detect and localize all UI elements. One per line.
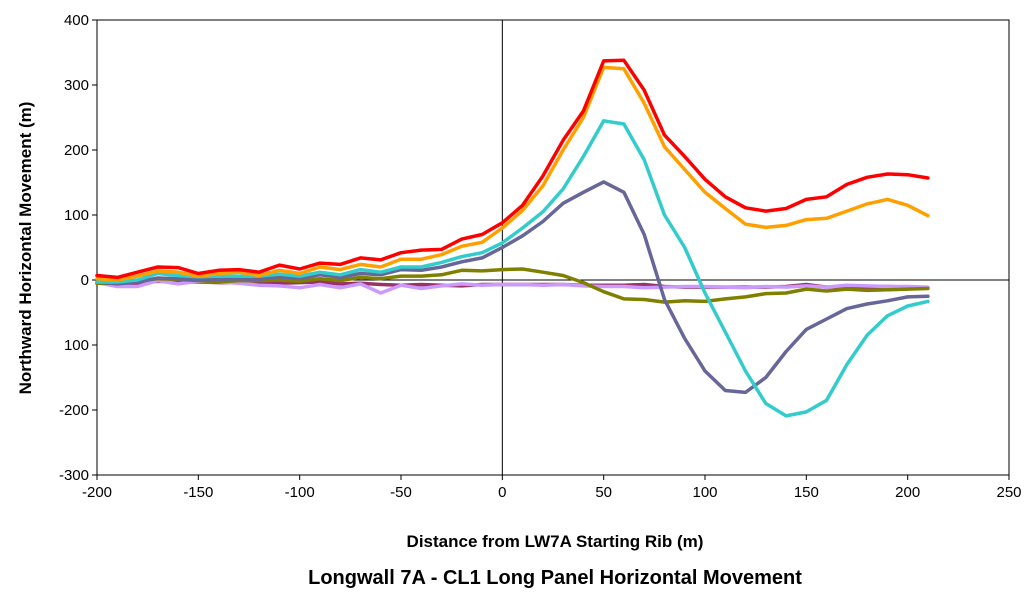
series-line <box>95 267 930 304</box>
y-tick-label: 400 <box>64 12 89 29</box>
y-tick-label: 0 <box>81 272 89 289</box>
y-axis: 400 300 200 100 0 100 -200 -300 <box>59 12 97 484</box>
y-tick-label: -300 <box>59 467 89 484</box>
x-axis: -200 -150 -100 -50 0 50 100 150 200 250 <box>82 475 1022 501</box>
y-tick-label: 300 <box>64 77 89 94</box>
series-line <box>95 65 930 282</box>
y-tick-label: 100 <box>64 207 89 224</box>
x-tick-label: 250 <box>996 484 1021 501</box>
x-axis-title: Distance from LW7A Starting Rib (m) <box>407 532 704 551</box>
plot-frame <box>96 19 1010 476</box>
x-tick-label: 100 <box>692 484 717 501</box>
x-tick-label: 50 <box>595 484 612 501</box>
series-line <box>95 278 930 295</box>
x-tick-label: -100 <box>285 484 315 501</box>
y-tick-label: 200 <box>64 142 89 159</box>
x-tick-label: -50 <box>390 484 412 501</box>
series-line <box>95 180 930 395</box>
x-tick-label: -200 <box>82 484 112 501</box>
y-tick-label: -200 <box>59 402 89 419</box>
x-tick-label: 150 <box>794 484 819 501</box>
series-line <box>95 58 930 280</box>
chart-title: Longwall 7A - CL1 Long Panel Horizontal … <box>308 567 802 589</box>
y-axis-title: Northward Horizontal Movement (m) <box>16 102 35 395</box>
x-tick-label: 0 <box>498 484 506 501</box>
series-lines <box>95 58 930 418</box>
x-tick-label: -150 <box>183 484 213 501</box>
y-tick-label: 100 <box>64 337 89 354</box>
series-line <box>95 119 930 418</box>
x-tick-label: 200 <box>895 484 920 501</box>
